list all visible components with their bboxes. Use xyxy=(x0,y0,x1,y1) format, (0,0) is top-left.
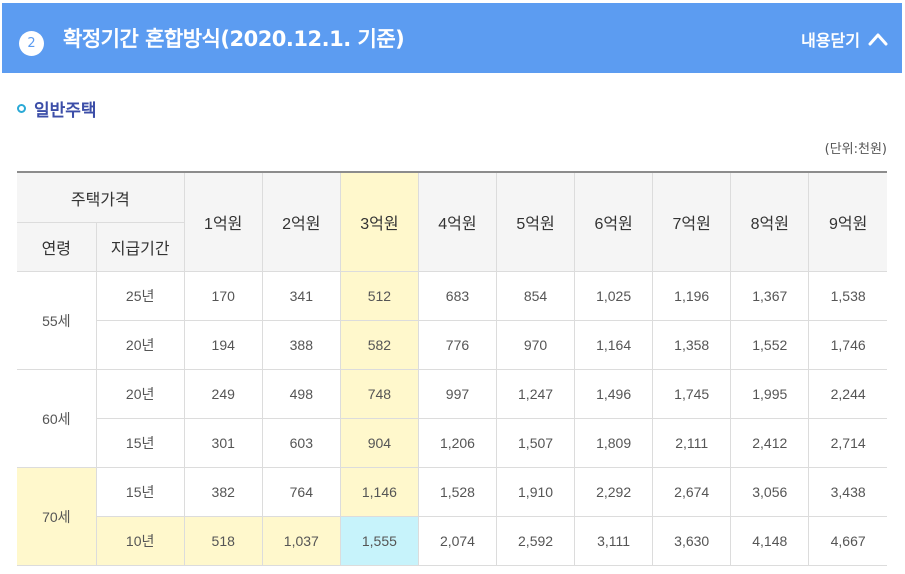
value-cell: 2,412 xyxy=(730,418,809,468)
period-cell: 25년 xyxy=(95,271,185,321)
price-column-header: 9억원 xyxy=(808,172,887,272)
value-cell: 382 xyxy=(183,467,263,517)
value-cell: 1,037 xyxy=(261,516,341,566)
price-column-header: 8억원 xyxy=(730,172,809,272)
value-cell: 2,714 xyxy=(808,418,887,468)
value-cell: 498 xyxy=(261,369,341,419)
table-row: 20년 194 388 582 776 970 1,164 1,358 1,55… xyxy=(17,320,887,370)
period-cell: 20년 xyxy=(95,369,185,419)
value-cell: 1,528 xyxy=(417,467,497,517)
subsection-title: 일반주택 xyxy=(17,96,97,121)
value-cell: 1,552 xyxy=(730,320,809,370)
value-cell: 1,164 xyxy=(574,320,653,370)
value-cell: 3,630 xyxy=(652,516,731,566)
price-column-header: 4억원 xyxy=(417,172,497,272)
value-cell: 4,667 xyxy=(808,516,887,566)
value-cell: 1,358 xyxy=(652,320,731,370)
value-cell: 970 xyxy=(495,320,575,370)
table-row: 60세 20년 249 498 748 997 1,247 1,496 1,74… xyxy=(17,369,887,468)
value-cell: 776 xyxy=(417,320,497,370)
value-cell: 1,367 xyxy=(730,271,809,321)
section-header: 2 확정기간 혼합방식(2020.12.1. 기준) 내용닫기 xyxy=(2,3,902,73)
value-cell: 341 xyxy=(261,271,341,321)
value-cell: 904 xyxy=(339,418,419,468)
collapse-content-label: 내용닫기 xyxy=(801,31,860,50)
value-cell: 249 xyxy=(183,369,263,419)
table-row: 55세 25년 170 341 512 683 854 1,025 1,196 … xyxy=(17,271,887,370)
value-cell: 2,074 xyxy=(417,516,497,566)
age-cell: 60세 xyxy=(17,369,97,468)
value-cell: 3,056 xyxy=(730,467,809,517)
unit-note: (단위:천원) xyxy=(824,142,887,157)
value-cell: 1,538 xyxy=(808,271,887,321)
value-cell: 1,910 xyxy=(495,467,575,517)
price-column-header: 2억원 xyxy=(261,172,341,272)
value-cell: 512 xyxy=(339,271,419,321)
value-cell: 1,206 xyxy=(417,418,497,468)
collapse-content-button[interactable]: 내용닫기 xyxy=(801,27,888,51)
value-cell-selected: 1,555 xyxy=(339,516,419,566)
age-cell-highlighted: 70세 xyxy=(17,467,97,566)
price-column-header: 1억원 xyxy=(183,172,263,272)
value-cell: 854 xyxy=(495,271,575,321)
value-cell: 2,674 xyxy=(652,467,731,517)
price-column-header: 7억원 xyxy=(652,172,731,272)
pension-table: 주택가격 1억원 2억원 3억원 4억원 5억원 6억원 7억원 8억원 9억원… xyxy=(17,171,887,566)
value-cell: 2,292 xyxy=(574,467,653,517)
value-cell: 1,995 xyxy=(730,369,809,419)
value-cell: 194 xyxy=(183,320,263,370)
value-cell: 1,745 xyxy=(652,369,731,419)
chevron-up-icon xyxy=(868,33,888,46)
table-row: 70세 15년 382 764 1,146 1,528 1,910 2,292 … xyxy=(17,467,887,566)
value-cell: 748 xyxy=(339,369,419,419)
subsection-title-text: 일반주택 xyxy=(34,101,97,121)
value-cell: 301 xyxy=(183,418,263,468)
value-cell: 1,507 xyxy=(495,418,575,468)
table-row: 15년 301 603 904 1,206 1,507 1,809 2,111 … xyxy=(17,418,887,468)
period-cell: 15년 xyxy=(95,418,185,468)
value-cell: 1,146 xyxy=(339,467,419,517)
price-column-header: 6억원 xyxy=(574,172,653,272)
value-cell: 1,809 xyxy=(574,418,653,468)
value-cell: 997 xyxy=(417,369,497,419)
period-cell: 20년 xyxy=(95,320,185,370)
value-cell: 388 xyxy=(261,320,341,370)
value-cell: 3,111 xyxy=(574,516,653,566)
value-cell: 518 xyxy=(183,516,263,566)
section-header-title: 확정기간 혼합방식(2020.12.1. 기준) xyxy=(63,27,405,51)
value-cell: 1,247 xyxy=(495,369,575,419)
period-cell: 15년 xyxy=(95,467,185,517)
payment-period-header: 지급기간 xyxy=(95,222,185,272)
value-cell: 4,148 xyxy=(730,516,809,566)
table-row-highlighted: 10년 518 1,037 1,555 2,074 2,592 3,111 3,… xyxy=(17,516,887,566)
value-cell: 2,244 xyxy=(808,369,887,419)
age-cell: 55세 xyxy=(17,271,97,370)
value-cell: 603 xyxy=(261,418,341,468)
value-cell: 170 xyxy=(183,271,263,321)
value-cell: 683 xyxy=(417,271,497,321)
price-column-header: 5억원 xyxy=(495,172,575,272)
step-number-badge: 2 xyxy=(19,31,44,56)
age-header: 연령 xyxy=(17,222,97,272)
value-cell: 764 xyxy=(261,467,341,517)
value-cell: 3,438 xyxy=(808,467,887,517)
value-cell: 1,196 xyxy=(652,271,731,321)
value-cell: 582 xyxy=(339,320,419,370)
value-cell: 2,111 xyxy=(652,418,731,468)
bullet-icon xyxy=(17,104,26,113)
value-cell: 1,025 xyxy=(574,271,653,321)
house-price-header: 주택가격 xyxy=(17,172,185,223)
value-cell: 1,746 xyxy=(808,320,887,370)
price-column-header-highlighted: 3억원 xyxy=(339,172,419,272)
value-cell: 2,592 xyxy=(495,516,575,566)
period-cell: 10년 xyxy=(95,516,185,566)
value-cell: 1,496 xyxy=(574,369,653,419)
